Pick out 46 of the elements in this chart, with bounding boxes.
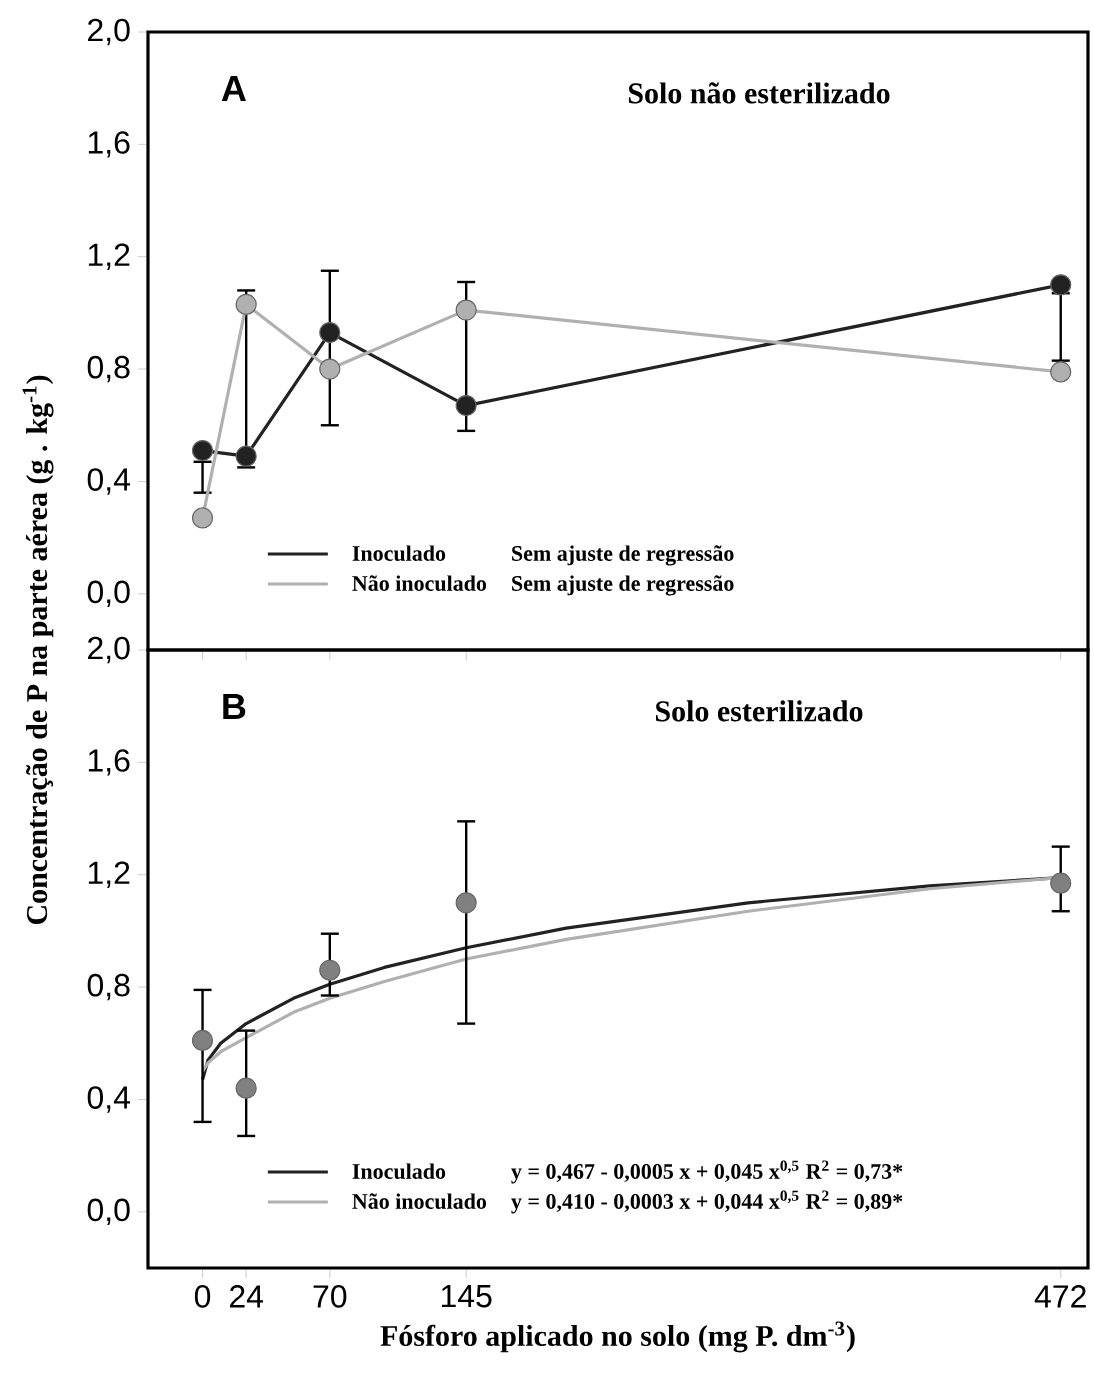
y-tick-label: 1,6 <box>88 131 130 158</box>
y-tick-label: 2,0 <box>88 18 130 46</box>
point <box>319 959 341 981</box>
text: Solo não esterilizado <box>628 82 890 104</box>
legend-label: Não inoculado <box>352 575 487 591</box>
y-tick-label: 0,8 <box>87 355 130 383</box>
annotation: B <box>223 694 246 719</box>
y-tick-label: 0,4 <box>87 468 130 495</box>
point <box>1050 361 1072 383</box>
point <box>191 1029 214 1052</box>
y-tick-label: 1,2 <box>88 861 130 888</box>
legend-label: Inoculado <box>352 1163 446 1179</box>
annotation: Sem ajuste de regressão <box>512 575 734 596</box>
y-axis-title: Concentração de P na parte aérea (g . kg$^{-1}$) <box>22 375 54 925</box>
legend-label: Inoculado <box>352 545 446 561</box>
point <box>455 892 477 914</box>
point <box>1050 872 1072 894</box>
annotation: y = 0,467 - 0,0005 x + 0,045 x$^{0,5}$ R$^{2}$ = 0,73* <box>511 1160 903 1184</box>
text: Solo esterilizado <box>655 700 863 722</box>
point <box>235 1077 257 1099</box>
x-tick-label: 0 <box>194 1285 211 1308</box>
annotation: y = 0,410 - 0,0003 x + 0,044 x$^{0,5}$ R$^{2}$ = 0,89* <box>511 1190 903 1214</box>
point <box>455 395 477 417</box>
point <box>235 445 257 467</box>
point <box>235 293 257 316</box>
point <box>319 358 341 380</box>
y-tick-label: 0,0 <box>87 580 130 608</box>
x-axis-title: Fósforo aplicado no solo (mg P. dm$^{-3}$) <box>380 1321 855 1353</box>
x-tick-label: 145 <box>441 1285 492 1308</box>
point <box>455 299 477 321</box>
x-tick-label: 472 <box>1034 1285 1086 1308</box>
y-tick-label: 2,0 <box>88 636 130 664</box>
point <box>319 321 341 344</box>
y-tick-label: 0,8 <box>87 973 130 1001</box>
point <box>1050 274 1072 296</box>
y-tick-label: 1,6 <box>88 749 130 776</box>
legend-label: Não inoculado <box>352 1193 487 1209</box>
y-tick-label: 0,0 <box>87 1198 130 1226</box>
point <box>191 439 214 462</box>
y-tick-label: 1,2 <box>88 243 130 270</box>
y-tick-label: 0,4 <box>87 1086 130 1113</box>
annotation: A <box>221 76 246 101</box>
point <box>191 507 214 529</box>
x-tick-label: 70 <box>313 1285 347 1308</box>
annotation: Sem ajuste de regressão <box>512 545 734 566</box>
x-tick-label: 24 <box>229 1285 263 1308</box>
